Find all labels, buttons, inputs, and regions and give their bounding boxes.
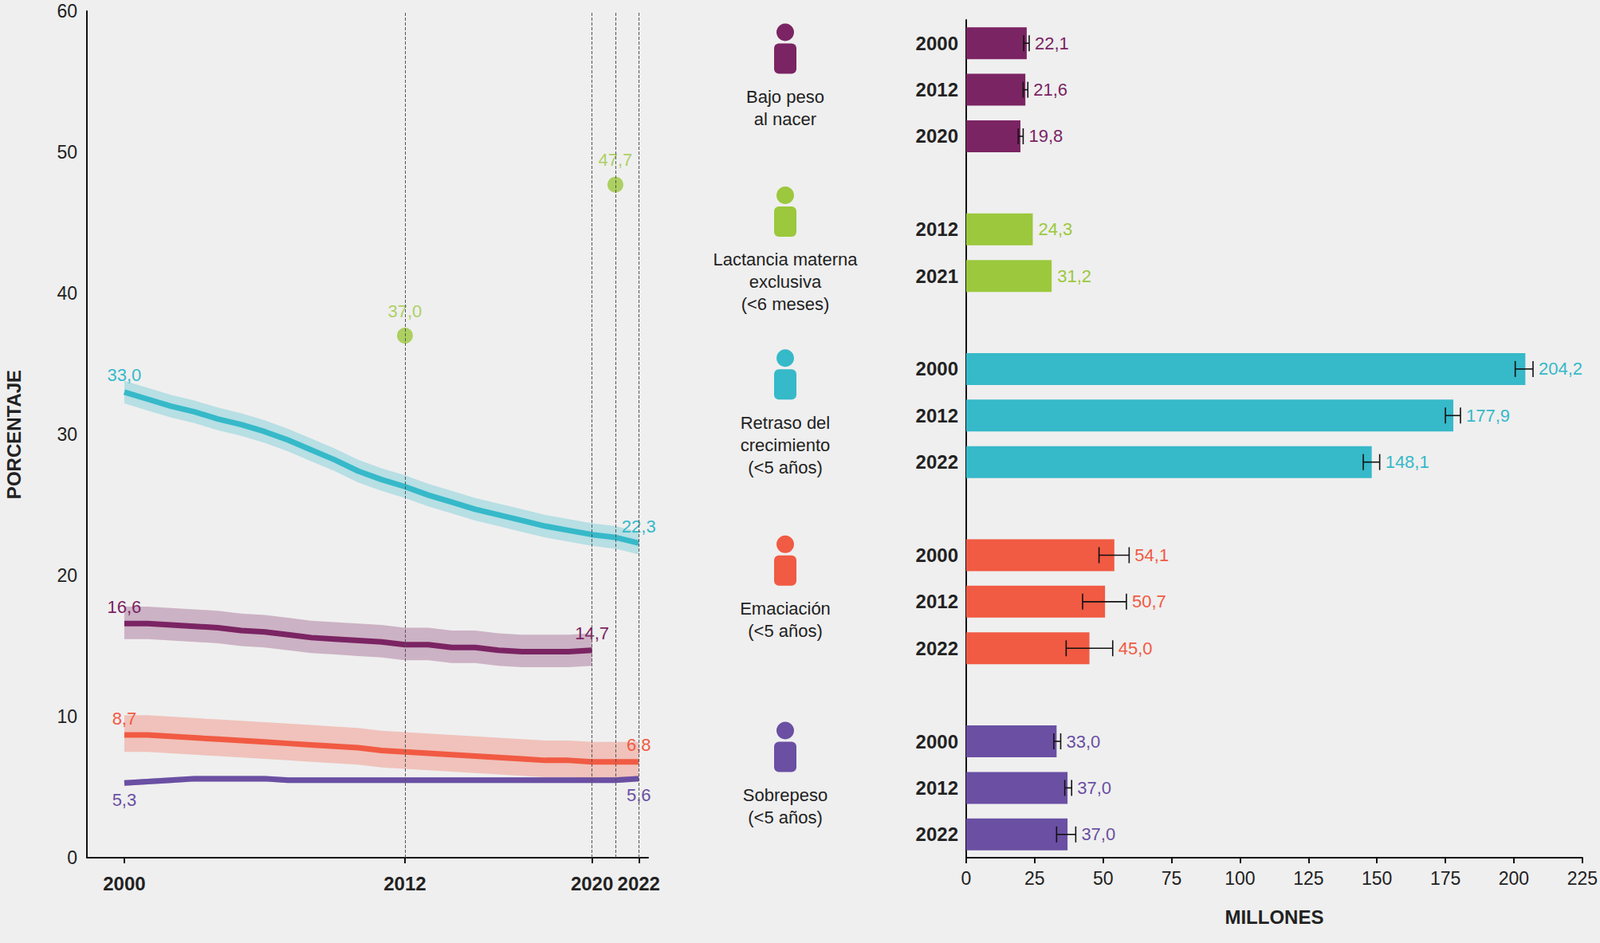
svg-text:Lactancia materna: Lactancia materna xyxy=(713,249,859,270)
svg-text:Bajo peso: Bajo peso xyxy=(746,86,825,107)
svg-text:(<5 años): (<5 años) xyxy=(747,457,823,478)
svg-text:5,6: 5,6 xyxy=(626,785,652,806)
svg-text:2000: 2000 xyxy=(915,731,959,753)
svg-text:0: 0 xyxy=(66,847,78,869)
svg-text:204,2: 204,2 xyxy=(1538,358,1583,379)
svg-text:150: 150 xyxy=(1361,868,1392,889)
svg-text:37,0: 37,0 xyxy=(1077,778,1112,799)
svg-text:33,0: 33,0 xyxy=(107,365,142,386)
svg-text:14,7: 14,7 xyxy=(574,623,610,644)
svg-text:2000: 2000 xyxy=(915,32,959,55)
svg-text:25: 25 xyxy=(1024,868,1046,889)
svg-text:2021: 2021 xyxy=(915,265,959,287)
svg-text:200: 200 xyxy=(1498,868,1530,889)
svg-text:10: 10 xyxy=(56,706,78,728)
svg-text:2022: 2022 xyxy=(915,823,959,846)
svg-text:2012: 2012 xyxy=(915,218,959,240)
svg-text:148,1: 148,1 xyxy=(1385,452,1430,472)
svg-text:20: 20 xyxy=(56,565,78,586)
svg-text:Retraso del: Retraso del xyxy=(740,412,831,433)
svg-text:6,8: 6,8 xyxy=(626,735,652,756)
svg-text:37,0: 37,0 xyxy=(388,301,423,322)
svg-text:PORCENTAJE: PORCENTAJE xyxy=(3,369,25,500)
svg-text:2000: 2000 xyxy=(915,357,959,380)
svg-text:225: 225 xyxy=(1567,868,1598,889)
svg-text:exclusiva: exclusiva xyxy=(749,271,822,292)
svg-text:8,7: 8,7 xyxy=(112,708,138,729)
svg-text:2012: 2012 xyxy=(915,404,959,427)
svg-text:2012: 2012 xyxy=(915,590,959,613)
svg-text:40: 40 xyxy=(56,283,78,304)
svg-text:2000: 2000 xyxy=(915,544,959,567)
svg-text:45,0: 45,0 xyxy=(1118,638,1153,659)
svg-text:100: 100 xyxy=(1224,868,1255,889)
svg-text:22,3: 22,3 xyxy=(621,516,656,537)
svg-text:MILLONES: MILLONES xyxy=(1224,906,1324,928)
svg-text:177,9: 177,9 xyxy=(1466,405,1510,426)
svg-text:2012: 2012 xyxy=(915,78,959,101)
svg-text:Sobrepeso: Sobrepeso xyxy=(742,785,828,806)
svg-text:2012: 2012 xyxy=(383,872,426,895)
svg-text:175: 175 xyxy=(1430,868,1461,889)
svg-text:crecimiento: crecimiento xyxy=(740,435,830,456)
svg-text:(<5 años): (<5 años) xyxy=(747,621,823,641)
svg-text:47,7: 47,7 xyxy=(598,149,633,170)
svg-text:(<5 años): (<5 años) xyxy=(747,807,823,828)
svg-text:75: 75 xyxy=(1161,868,1183,889)
svg-text:19,8: 19,8 xyxy=(1028,125,1063,146)
svg-text:21,6: 21,6 xyxy=(1033,79,1068,100)
svg-text:50: 50 xyxy=(1092,868,1114,889)
svg-text:33,0: 33,0 xyxy=(1065,731,1101,752)
svg-text:125: 125 xyxy=(1293,868,1324,889)
svg-text:al nacer: al nacer xyxy=(754,109,817,130)
svg-text:60: 60 xyxy=(56,0,78,22)
svg-text:5,3: 5,3 xyxy=(112,790,138,810)
svg-text:37,0: 37,0 xyxy=(1081,824,1116,845)
svg-text:2022: 2022 xyxy=(617,872,661,895)
svg-text:Emaciación: Emaciación xyxy=(739,598,831,619)
svg-text:30: 30 xyxy=(56,424,78,445)
svg-text:31,2: 31,2 xyxy=(1057,266,1092,287)
svg-text:2022: 2022 xyxy=(915,451,959,473)
svg-text:2000: 2000 xyxy=(102,872,146,895)
svg-text:2020: 2020 xyxy=(915,125,959,147)
svg-text:(<6 meses): (<6 meses) xyxy=(741,294,830,315)
svg-text:50,7: 50,7 xyxy=(1132,591,1167,612)
svg-text:2022: 2022 xyxy=(915,637,959,660)
svg-text:2020: 2020 xyxy=(570,872,614,895)
svg-text:50: 50 xyxy=(56,141,78,163)
svg-text:0: 0 xyxy=(961,868,972,889)
svg-text:2012: 2012 xyxy=(915,777,959,799)
svg-text:24,3: 24,3 xyxy=(1037,219,1073,240)
svg-text:22,1: 22,1 xyxy=(1034,33,1070,54)
svg-text:16,6: 16,6 xyxy=(107,597,142,618)
svg-text:54,1: 54,1 xyxy=(1134,545,1169,566)
